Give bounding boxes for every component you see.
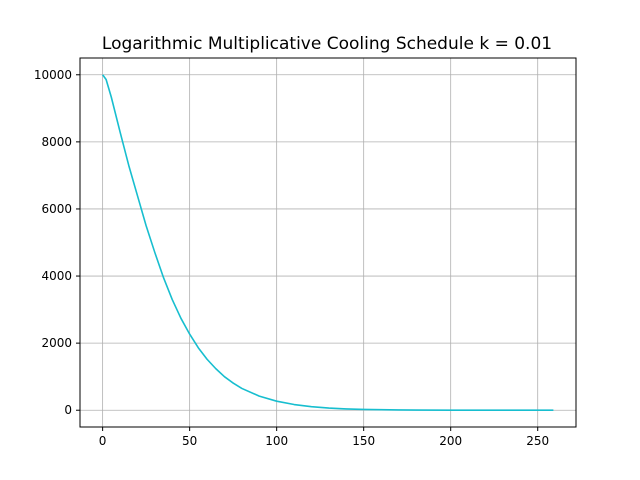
chart-title: Logarithmic Multiplicative Cooling Sched… [102,34,552,54]
grid [80,58,576,427]
x-tick-label: 200 [439,434,462,448]
y-tick-label: 8000 [41,135,72,149]
y-axis: 0 2000 4000 6000 8000 10000 [34,68,80,417]
x-axis: 0 50 100 150 200 250 [99,427,549,448]
x-tick-label: 250 [526,434,549,448]
plot-frame [79,57,577,428]
x-tick-label: 150 [352,434,375,448]
series-line [101,74,554,412]
y-tick-label: 6000 [41,202,72,216]
y-tick-label: 4000 [41,269,72,283]
x-tick-label: 100 [265,434,288,448]
y-tick-label: 2000 [41,336,72,350]
y-tick-label: 10000 [34,68,72,82]
y-tick-label: 0 [64,403,72,417]
x-tick-label: 50 [182,434,197,448]
series-layer [101,74,554,412]
x-tick-label: 0 [99,434,107,448]
